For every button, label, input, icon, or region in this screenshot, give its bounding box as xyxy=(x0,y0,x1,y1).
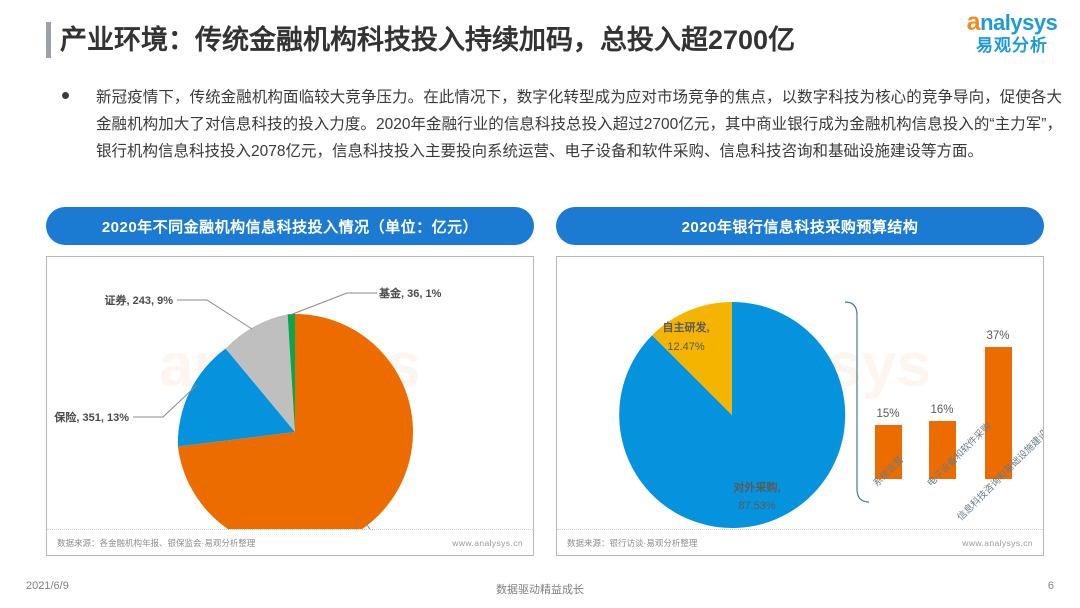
left-chart-title: 2020年不同金融机构信息科技投入情况（单位：亿元） xyxy=(46,207,534,245)
pie-label-inhouse-value: 12.47% xyxy=(667,341,705,353)
bar-system-operations xyxy=(875,425,902,479)
left-chart-card: 2020年不同金融机构信息科技投入情况（单位：亿元） analysys 易观 基… xyxy=(46,207,534,556)
brand-name-cn: 易观分析 xyxy=(976,36,1048,55)
pie-slice-bank xyxy=(177,314,413,529)
logo-swirl-icon: a xyxy=(966,8,981,36)
brand-name-en: analysys xyxy=(952,10,1072,35)
left-chart-body: analysys 易观 基金, 36, 1% 证券, 243, 9% 保险, 3… xyxy=(46,256,534,556)
bar-value-system-operations: 15% xyxy=(876,408,899,420)
right-source-text: 数据来源：银行访谈·易观分析整理 xyxy=(567,537,698,548)
bullet-point-icon xyxy=(62,92,69,99)
callout-bracket xyxy=(844,301,870,503)
slide-header: 产业环境：传统金融机构科技投入持续加码，总投入超2700亿 analysys 易… xyxy=(0,0,1080,72)
pie-label-fund: 基金, 36, 1% xyxy=(378,286,442,300)
leader-line-securities xyxy=(177,299,253,330)
pie-label-securities: 证券, 243, 9% xyxy=(105,293,174,307)
pie-label-inhouse-name: 自主研发, xyxy=(662,320,709,334)
footer-date: 2021/6/9 xyxy=(26,580,69,592)
analysys-logo: analysys 易观分析 xyxy=(952,10,1072,64)
body-paragraph: 新冠疫情下，传统金融机构面临较大竞争压力。在此情况下，数字化转型成为应对市场竞争… xyxy=(96,89,1062,160)
pie-slice-insurance xyxy=(177,348,295,447)
bar-it-consulting-infrastructure xyxy=(985,347,1012,479)
right-source-url: www.analysys.cn xyxy=(962,537,1033,548)
bar-value-it-consulting-infrastructure: 37% xyxy=(986,330,1009,342)
footer-tagline: 数据驱动精益成长 xyxy=(496,584,584,596)
brand-name-en-rest: nalysys xyxy=(980,10,1058,35)
slide-footer: 2021/6/9 数据驱动精益成长 6 xyxy=(0,570,1080,608)
right-chart-body: analysys 易观 自主研发, 12.47% 对外采购, 87.53% 15… xyxy=(556,256,1044,556)
left-chart-source: 数据来源：各金融机构年报、银保监会·易观分析整理 www.analysys.cn xyxy=(47,529,533,555)
body-bullet-block: 新冠疫情下，传统金融机构面临较大竞争压力。在此情况下，数字化转型成为应对市场竞争… xyxy=(62,84,1062,165)
left-source-url: www.analysys.cn xyxy=(452,537,523,548)
pie-slice-fund xyxy=(287,313,295,432)
pie-slice-inhouse xyxy=(652,302,732,415)
right-chart-title: 2020年银行信息科技采购预算结构 xyxy=(556,207,1044,245)
pie-label-insurance: 保险, 351, 13% xyxy=(53,410,129,424)
title-accent-bar xyxy=(46,22,51,58)
left-source-text: 数据来源：各金融机构年报、银保监会·易观分析整理 xyxy=(57,537,256,548)
footer-page-number: 6 xyxy=(1047,580,1054,592)
right-charts: 自主研发, 12.47% 对外采购, 87.53% 15% 16% 37% 系统… xyxy=(619,301,1043,528)
pie-label-outsourcing-value: 87.53% xyxy=(738,500,776,512)
leader-line-insurance xyxy=(133,384,198,418)
bar-value-equipment-software: 16% xyxy=(930,404,953,416)
right-chart-card: 2020年银行信息科技采购预算结构 analysys 易观 自主研发, 12.4… xyxy=(556,207,1044,556)
leader-line-fund xyxy=(289,292,377,316)
left-pie-chart: 基金, 36, 1% 证券, 243, 9% 保险, 351, 13% 银行, … xyxy=(53,286,442,529)
pie-label-outsourcing-name: 对外采购, xyxy=(733,480,780,494)
pie-slice-outsourcing xyxy=(619,301,846,528)
pie-slice-securities xyxy=(225,314,295,432)
right-chart-source: 数据来源：银行访谈·易观分析整理 www.analysys.cn xyxy=(557,529,1043,555)
bar-equipment-software xyxy=(929,421,956,479)
page-title: 产业环境：传统金融机构科技投入持续加码，总投入超2700亿 xyxy=(60,25,796,55)
